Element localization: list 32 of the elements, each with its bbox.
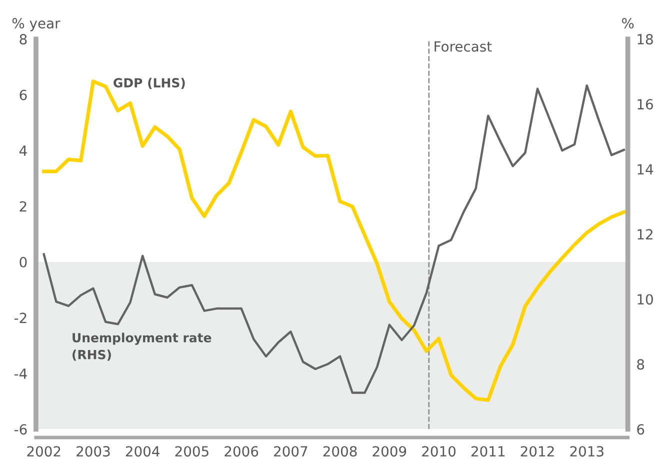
series-label: Unemployment rate (RHS) <box>72 332 212 361</box>
y2-tick-label: 6 <box>637 424 644 435</box>
y2-tick-label: 14 <box>638 164 654 174</box>
x-tick-label: 2002 <box>27 446 60 457</box>
x-tick-label: 2005 <box>175 446 208 457</box>
x-tick-label: 2006 <box>224 446 258 457</box>
y2-tick-label: 8 <box>637 359 644 370</box>
y2-tick-label: 16 <box>638 99 653 110</box>
y2-tick-label: 10 <box>638 294 653 305</box>
y-axis-title: % year <box>12 18 60 32</box>
x-tick-label: 2008 <box>323 446 357 457</box>
ref-line-label: Forecast <box>434 41 492 52</box>
y2-axis-title: % <box>622 18 634 29</box>
x-tick-label: 2003 <box>76 446 110 457</box>
x-tick-label: 2012 <box>520 446 554 457</box>
x-tick-label: 2010 <box>422 446 456 457</box>
y-tick-label: 8 <box>20 34 27 44</box>
y-tick-label: 2 <box>20 201 26 212</box>
y-tick-label: 0 <box>20 256 27 268</box>
y-tick-label: 6 <box>20 90 27 100</box>
y-tick-label: -4 <box>14 368 27 379</box>
x-tick-label: 2011 <box>471 446 505 457</box>
y-tick-label: -2 <box>14 312 26 323</box>
x-tick-label: 2004 <box>126 446 160 457</box>
y-tick-label: -6 <box>14 424 27 435</box>
x-tick-label: 2007 <box>274 446 308 457</box>
x-tick-label: 2013 <box>570 446 604 457</box>
y2-tick-label: 18 <box>638 34 653 44</box>
y-tick-label: 4 <box>19 146 27 156</box>
y2-tick-label: 12 <box>638 229 652 240</box>
x-tick-label: 2009 <box>372 446 406 457</box>
series-label: GDP (LHS) <box>114 78 185 89</box>
